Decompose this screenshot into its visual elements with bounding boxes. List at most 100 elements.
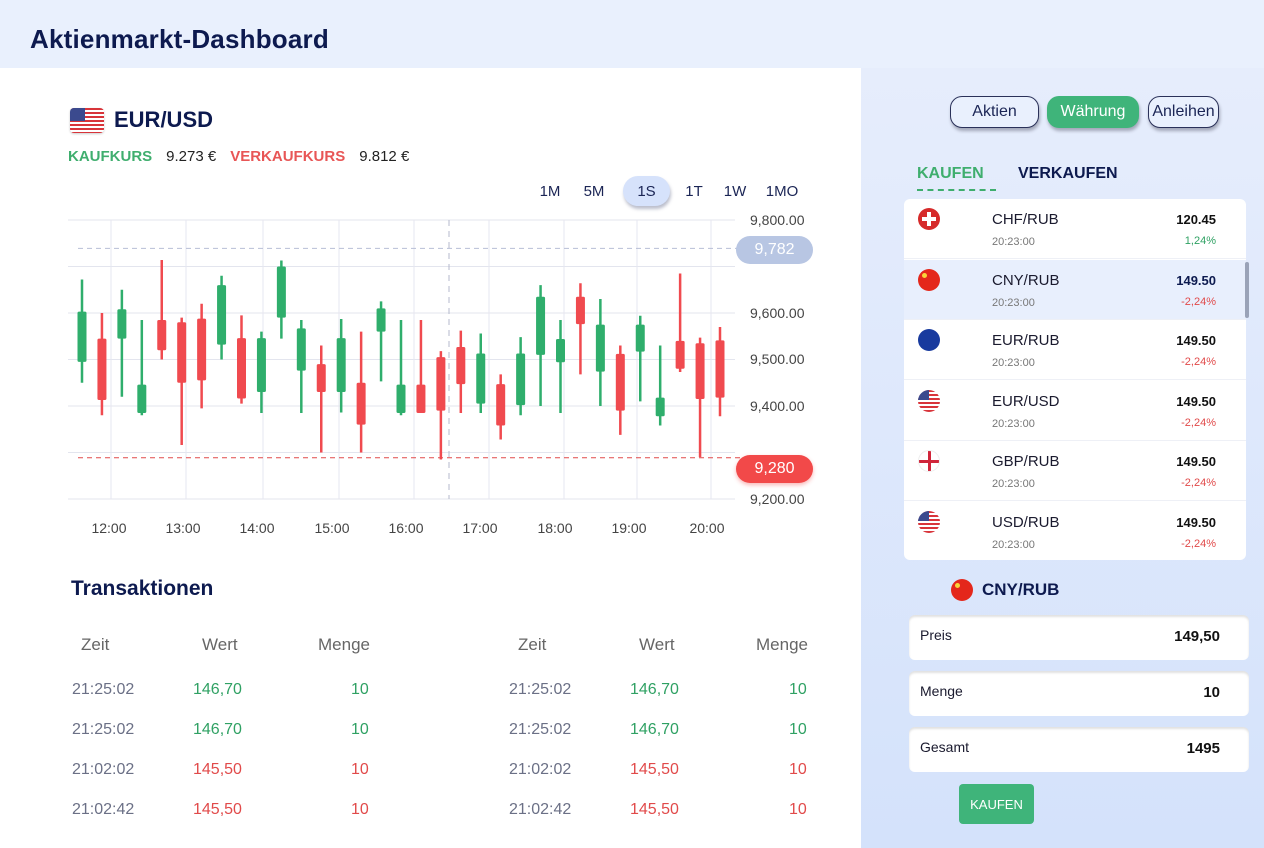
pair-price: 120.45: [1176, 212, 1216, 227]
value-cell: 146,70: [193, 721, 242, 738]
value-cell: 146,70: [193, 681, 242, 698]
column-header-menge: Menge: [756, 635, 808, 654]
rates-row: KAUFKURS 9.273 € VERKAUFKURS 9.812 €: [68, 148, 409, 165]
price-label: Preis: [920, 627, 952, 643]
pair-time: 20:23:00: [992, 296, 1035, 309]
order-pair-name: CNY/RUB: [982, 580, 1060, 599]
quantity-cell: 10: [351, 681, 369, 698]
pair-time: 20:23:00: [992, 236, 1035, 248]
time-cell: 21:02:42: [72, 801, 135, 818]
column-header-zeit: Zeit: [518, 635, 547, 654]
pair-time: 20:23:00: [992, 357, 1035, 369]
category-aktien-button[interactable]: Aktien: [950, 96, 1039, 128]
column-header-zeit: Zeit: [81, 635, 110, 654]
total-value: 1495: [1186, 740, 1220, 757]
time-cell: 21:25:02: [509, 721, 572, 738]
timeframe-1s[interactable]: 1S: [623, 176, 670, 206]
list-scrollbar[interactable]: [1245, 262, 1249, 318]
tab-verkaufen[interactable]: VERKAUFEN: [1018, 165, 1118, 182]
value-cell: 146,70: [630, 681, 679, 698]
time-cell: 21:25:02: [72, 681, 135, 698]
value-cell: 145,50: [193, 761, 242, 778]
eu-flag-icon: [918, 329, 940, 351]
us-flag-icon: [70, 107, 104, 133]
timeframe-1m[interactable]: 1M: [539, 182, 561, 200]
buy-rate-label: KAUFKURS: [68, 148, 153, 165]
value-cell: 146,70: [630, 721, 679, 738]
timeframe-1mo[interactable]: 1MO: [765, 182, 799, 200]
pair-name: USD/RUB: [992, 513, 1060, 531]
price-value: 149,50: [1174, 628, 1220, 645]
sell-rate-label: VERKAUFKURS: [230, 148, 346, 165]
pair-row-usd-rub[interactable]: USD/RUB 20:23:00 149.50 -2,24%: [904, 502, 1246, 561]
pair-row-chf-rub[interactable]: CHF/RUB 20:23:00 120.45 1,24%: [904, 199, 1246, 259]
england-flag-icon: [918, 450, 940, 472]
total-field: Gesamt 1495: [909, 727, 1249, 772]
pair-price: 149.50: [1176, 333, 1216, 348]
quantity-cell: 10: [789, 761, 807, 778]
pair-change: -2,24%: [1181, 416, 1216, 429]
time-cell: 21:02:02: [509, 761, 572, 778]
value-cell: 145,50: [630, 801, 679, 818]
app-header: Aktienmarkt-Dashboard: [0, 0, 1264, 68]
quantity-cell: 10: [789, 721, 807, 738]
pair-row-gbp-rub[interactable]: GBP/RUB 20:23:00 149.50 -2,24%: [904, 441, 1246, 501]
instrument-title: EUR/USD: [70, 107, 213, 133]
timeframe-1t[interactable]: 1T: [685, 182, 703, 200]
sell-rate-value: 9.812 €: [359, 148, 410, 165]
quantity-cell: 10: [351, 761, 369, 778]
us-flag-icon: [918, 510, 940, 533]
china-flag-icon: [951, 579, 973, 601]
column-header-menge: Menge: [318, 635, 370, 654]
buy-rate-value: 9.273 €: [166, 148, 217, 165]
pair-price: 149.50: [1176, 514, 1216, 530]
pair-name: CNY/RUB: [992, 271, 1060, 289]
time-cell: 21:25:02: [509, 681, 572, 698]
timeframe-5m[interactable]: 5M: [583, 182, 605, 200]
quantity-label: Menge: [920, 683, 963, 699]
pair-change: -2,24%: [1181, 537, 1216, 550]
tab-kaufen[interactable]: KAUFEN: [917, 165, 996, 191]
quantity-cell: 10: [351, 721, 369, 738]
page-title: Aktienmarkt-Dashboard: [30, 24, 329, 54]
pair-change: -2,24%: [1181, 356, 1216, 368]
pair-row-eur-rub[interactable]: EUR/RUB 20:23:00 149.50 -2,24%: [904, 320, 1246, 380]
time-cell: 21:02:42: [509, 801, 572, 818]
pair-change: -2,24%: [1181, 477, 1216, 489]
pair-name: GBP/RUB: [992, 453, 1060, 470]
swiss-flag-icon: [918, 208, 940, 230]
time-cell: 21:25:02: [72, 721, 135, 738]
value-cell: 145,50: [630, 761, 679, 778]
category-anleihen-button[interactable]: Anleihen: [1148, 96, 1219, 128]
pair-row-eur-usd[interactable]: EUR/USD 20:23:00 149.50 -2,24%: [904, 381, 1246, 441]
quantity-cell: 10: [789, 801, 807, 818]
china-flag-icon: [918, 268, 940, 291]
pair-row-cny-rub[interactable]: CNY/RUB 20:23:00 149.50 -2,24%: [904, 259, 1246, 320]
value-cell: 145,50: [193, 801, 242, 818]
quantity-value: 10: [1203, 684, 1220, 701]
pair-price: 149.50: [1176, 454, 1216, 469]
pair-price: 149.50: [1176, 393, 1216, 409]
instrument-name: EUR/USD: [114, 107, 214, 132]
pair-name: CHF/RUB: [992, 211, 1059, 228]
time-cell: 21:02:02: [72, 761, 135, 778]
quantity-field[interactable]: Menge 10: [909, 671, 1249, 716]
timeframe-1w[interactable]: 1W: [723, 182, 747, 200]
pair-change: 1,24%: [1184, 235, 1216, 247]
pair-name: EUR/RUB: [992, 332, 1060, 349]
total-label: Gesamt: [920, 739, 970, 755]
transactions-title: Transaktionen: [71, 577, 214, 600]
pair-time: 20:23:00: [992, 417, 1035, 430]
category-waehrung-button[interactable]: Währung: [1047, 96, 1139, 128]
pair-name: EUR/USD: [992, 392, 1060, 410]
order-title: CNY/RUB: [951, 579, 1059, 601]
pair-time: 20:23:00: [992, 478, 1035, 490]
pair-time: 20:23:00: [992, 538, 1035, 551]
buy-button[interactable]: KAUFEN: [959, 784, 1034, 824]
quantity-cell: 10: [789, 681, 807, 698]
currency-pair-list[interactable]: CHF/RUB 20:23:00 120.45 1,24% CNY/RUB 20:23:0…: [904, 199, 1246, 560]
pair-price: 149.50: [1176, 272, 1216, 288]
us-flag-icon: [918, 389, 940, 412]
price-field[interactable]: Preis 149,50: [909, 615, 1249, 660]
column-header-wert: Wert: [639, 635, 675, 654]
